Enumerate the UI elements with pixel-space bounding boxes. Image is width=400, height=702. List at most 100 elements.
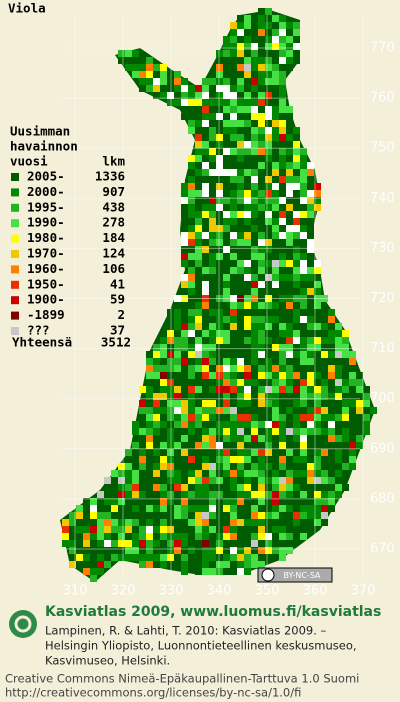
map-cell xyxy=(216,253,223,260)
map-cell xyxy=(279,92,286,99)
map-cell xyxy=(202,176,209,183)
map-cell xyxy=(279,428,286,435)
y-label: 700 xyxy=(370,391,395,406)
map-cell xyxy=(195,302,202,309)
map-cell xyxy=(272,421,279,428)
map-cell xyxy=(258,379,265,386)
map-cell xyxy=(251,183,258,190)
map-cell xyxy=(223,554,230,561)
map-cell xyxy=(293,190,300,197)
map-cell xyxy=(244,43,251,50)
map-cell xyxy=(265,309,272,316)
map-cell xyxy=(293,155,300,162)
map-cell xyxy=(209,211,216,218)
map-cell xyxy=(237,421,244,428)
map-cell xyxy=(286,162,293,169)
map-cell xyxy=(202,148,209,155)
map-cell xyxy=(244,400,251,407)
legend-count: 37 xyxy=(110,323,125,338)
map-cell xyxy=(202,449,209,456)
map-cell xyxy=(279,260,286,267)
map-cell xyxy=(62,540,69,547)
map-cell xyxy=(209,337,216,344)
map-cell xyxy=(258,267,265,274)
map-cell xyxy=(202,295,209,302)
map-cell xyxy=(209,120,216,127)
map-cell xyxy=(146,540,153,547)
map-cell xyxy=(244,50,251,57)
map-cell xyxy=(321,442,328,449)
map-cell xyxy=(307,400,314,407)
map-cell xyxy=(272,57,279,64)
map-cell xyxy=(167,470,174,477)
map-cell xyxy=(279,477,286,484)
map-cell xyxy=(265,211,272,218)
map-cell xyxy=(272,547,279,554)
map-cell xyxy=(279,155,286,162)
logo xyxy=(9,610,37,638)
map-cell xyxy=(244,253,251,260)
map-cell xyxy=(181,323,188,330)
x-label: 310 xyxy=(63,584,88,599)
map-cell xyxy=(258,477,265,484)
map-cell xyxy=(258,533,265,540)
map-cell xyxy=(202,162,209,169)
map-cell xyxy=(195,568,202,575)
map-cell xyxy=(293,141,300,148)
map-cell xyxy=(300,246,307,253)
map-cell xyxy=(195,155,202,162)
map-cell xyxy=(300,169,307,176)
map-cell xyxy=(104,505,111,512)
map-cell xyxy=(265,358,272,365)
map-cell xyxy=(279,365,286,372)
map-cell xyxy=(97,512,104,519)
map-cell xyxy=(202,379,209,386)
map-cell xyxy=(314,428,321,435)
map-cell xyxy=(195,386,202,393)
map-cell xyxy=(111,526,118,533)
map-cell xyxy=(153,344,160,351)
map-cell xyxy=(244,92,251,99)
map-cell xyxy=(244,281,251,288)
map-cell xyxy=(181,519,188,526)
map-cell xyxy=(195,505,202,512)
map-cell xyxy=(293,407,300,414)
map-cell xyxy=(216,71,223,78)
map-cell xyxy=(279,274,286,281)
map-cell xyxy=(139,400,146,407)
map-cell xyxy=(370,407,377,414)
map-cell xyxy=(293,295,300,302)
map-cell xyxy=(258,15,265,22)
map-cell xyxy=(300,302,307,309)
map-cell xyxy=(153,484,160,491)
map-cell xyxy=(202,232,209,239)
map-cell xyxy=(258,190,265,197)
map-cell xyxy=(286,148,293,155)
legend-heading: Uusimman xyxy=(10,124,70,139)
map-cell xyxy=(188,183,195,190)
map-cell xyxy=(307,323,314,330)
map-cell xyxy=(153,428,160,435)
map-cell xyxy=(132,533,139,540)
map-cell xyxy=(230,204,237,211)
map-cell xyxy=(279,414,286,421)
map-cell xyxy=(223,148,230,155)
map-cell xyxy=(272,372,279,379)
map-cell xyxy=(139,533,146,540)
map-cell xyxy=(349,407,356,414)
map-cell xyxy=(286,239,293,246)
map-cell xyxy=(363,400,370,407)
map-cell xyxy=(258,232,265,239)
map-cell xyxy=(181,85,188,92)
map-cell xyxy=(251,470,258,477)
map-cell xyxy=(265,92,272,99)
map-cell xyxy=(139,57,146,64)
map-cell xyxy=(202,309,209,316)
map-cell xyxy=(153,421,160,428)
map-cell xyxy=(251,197,258,204)
map-cell xyxy=(223,463,230,470)
map-cell xyxy=(223,113,230,120)
map-cell xyxy=(174,99,181,106)
map-cell xyxy=(286,169,293,176)
map-cell xyxy=(265,22,272,29)
